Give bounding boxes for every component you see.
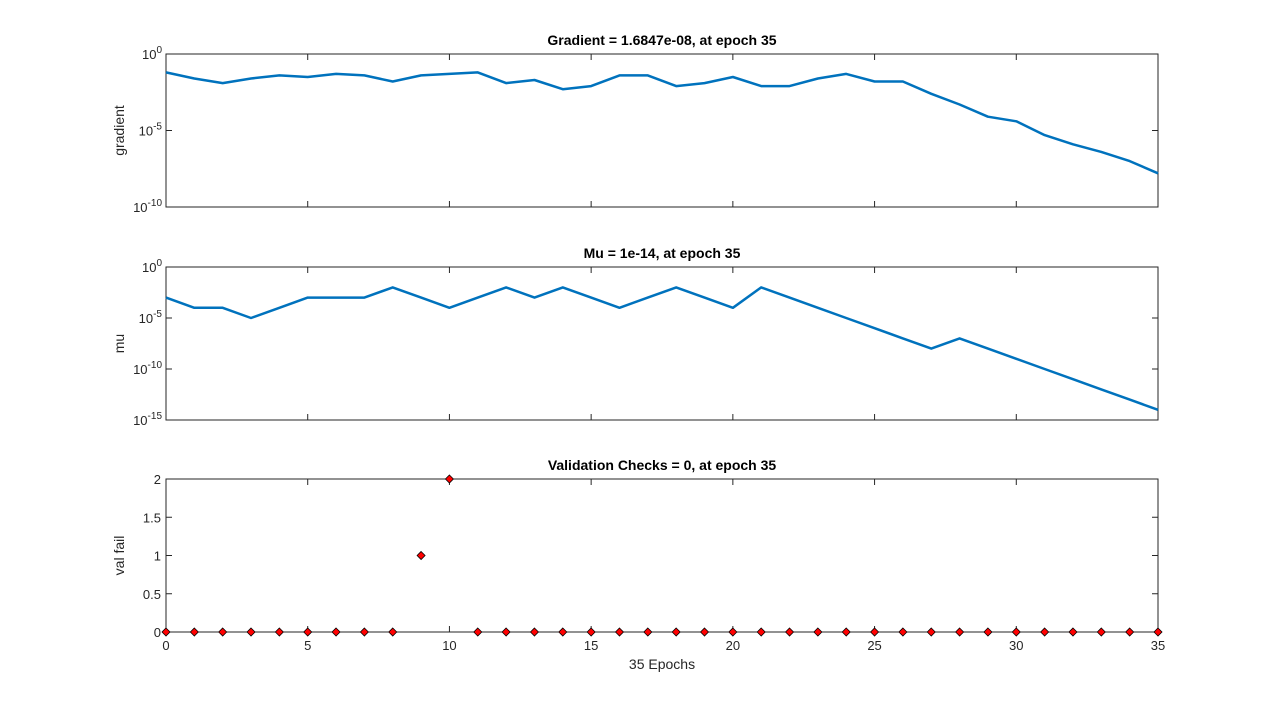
val-fail-point bbox=[189, 627, 199, 637]
gradient-y-label: gradient bbox=[111, 105, 127, 156]
val-fail-point bbox=[416, 550, 426, 561]
gradient-series-line bbox=[165, 71, 1159, 175]
val-fail-title: Validation Checks = 0, at epoch 35 bbox=[548, 457, 777, 473]
val-fail-y-tick-label: 0.5 bbox=[143, 587, 161, 602]
val-fail-point bbox=[1011, 627, 1021, 637]
val-fail-point bbox=[359, 627, 369, 637]
val-fail-x-tick-label: 0 bbox=[162, 638, 169, 653]
val-fail-point bbox=[756, 627, 766, 637]
val-fail-point bbox=[841, 627, 851, 637]
val-fail-y-tick-label: 2 bbox=[154, 472, 161, 487]
gradient-title: Gradient = 1.6847e-08, at epoch 35 bbox=[547, 32, 776, 48]
val-fail-point bbox=[671, 627, 681, 637]
gradient-plot: Gradient = 1.6847e-08, at epoch 35 gradie… bbox=[111, 32, 1159, 215]
val-fail-point bbox=[161, 627, 171, 637]
val-fail-point bbox=[728, 627, 738, 637]
gradient-y-tick-label: 10-5 bbox=[139, 122, 163, 139]
val-fail-point bbox=[1068, 627, 1078, 637]
val-fail-point bbox=[926, 627, 936, 637]
mu-plot: Mu = 1e-14, at epoch 35 mu 100 10-5 10-10 10-… bbox=[111, 245, 1159, 428]
val-fail-y-tick-label: 0 bbox=[154, 625, 161, 640]
val-fail-point bbox=[218, 627, 228, 637]
val-fail-x-tick-label: 20 bbox=[726, 638, 740, 653]
val-fail-x-tick-label: 25 bbox=[867, 638, 881, 653]
gradient-y-tick-label: 100 bbox=[142, 45, 162, 62]
val-fail-point bbox=[813, 627, 823, 637]
mu-y-label: mu bbox=[111, 334, 127, 353]
val-fail-point bbox=[898, 627, 908, 637]
val-fail-point bbox=[331, 627, 341, 637]
val-fail-point bbox=[955, 627, 965, 637]
mu-y-tick-label: 100 bbox=[142, 258, 162, 275]
val-fail-point bbox=[246, 627, 256, 637]
mu-y-tick-label: 10-5 bbox=[139, 309, 163, 326]
val-fail-point bbox=[699, 627, 710, 637]
gradient-y-tick-label: 10-10 bbox=[133, 198, 162, 215]
val-fail-x-tick-label: 15 bbox=[584, 638, 598, 653]
val-fail-point bbox=[303, 627, 313, 637]
val-fail-point bbox=[473, 627, 483, 637]
val-fail-point bbox=[784, 627, 795, 637]
val-fail-point bbox=[1153, 627, 1163, 637]
subplots: Gradient = 1.6847e-08, at epoch 35 gradie… bbox=[111, 32, 1165, 653]
val-fail-point bbox=[274, 627, 284, 637]
val-fail-x-tick-label: 35 bbox=[1151, 638, 1165, 653]
val-fail-y-tick-label: 1 bbox=[154, 549, 161, 564]
val-fail-point bbox=[1125, 627, 1135, 637]
mu-y-tick-label: 10-15 bbox=[133, 411, 162, 428]
val-fail-point bbox=[1040, 627, 1050, 637]
val-fail-point bbox=[983, 627, 993, 637]
mu-axes-box bbox=[165, 266, 1159, 421]
val-fail-point bbox=[614, 627, 625, 637]
val-fail-x-tick-label: 10 bbox=[442, 638, 456, 653]
val-fail-point bbox=[444, 474, 454, 484]
val-fail-point bbox=[643, 627, 653, 637]
val-fail-plot: Validation Checks = 0, at epoch 35 val fa… bbox=[111, 457, 1165, 653]
x-axis-label: 35 Epochs bbox=[629, 656, 695, 672]
mu-title: Mu = 1e-14, at epoch 35 bbox=[584, 245, 741, 261]
val-fail-axes-box bbox=[165, 478, 1159, 633]
mu-y-tick-label: 10-10 bbox=[133, 360, 162, 377]
mu-series-line bbox=[165, 286, 1159, 411]
val-fail-x-tick-label: 30 bbox=[1009, 638, 1023, 653]
val-fail-point bbox=[586, 627, 596, 637]
val-fail-point bbox=[501, 627, 511, 637]
val-fail-y-tick-label: 1.5 bbox=[143, 510, 161, 525]
val-fail-point bbox=[388, 627, 398, 637]
val-fail-point bbox=[558, 627, 568, 637]
val-fail-point bbox=[529, 627, 540, 637]
val-fail-y-label: val fail bbox=[111, 536, 127, 576]
val-fail-point bbox=[1096, 627, 1106, 637]
val-fail-x-tick-label: 5 bbox=[304, 638, 311, 653]
val-fail-point bbox=[870, 627, 880, 637]
